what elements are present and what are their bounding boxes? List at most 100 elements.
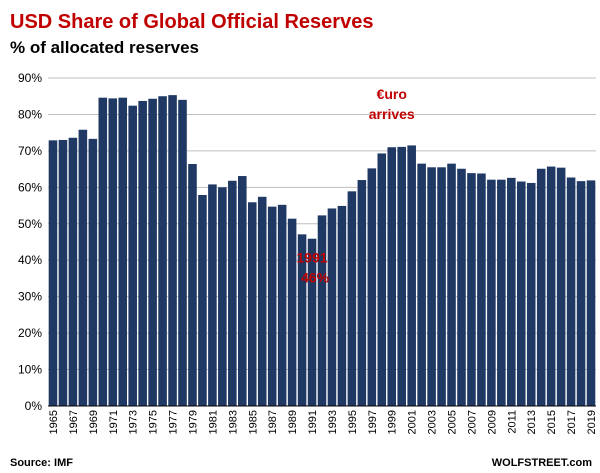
x-tick-label: 1975 [148, 410, 160, 434]
x-tick-label: 1977 [168, 410, 180, 434]
bar-1981 [208, 184, 217, 406]
bar-1972 [118, 97, 128, 407]
y-tick-label: 0% [25, 399, 43, 413]
bar-2013 [526, 182, 536, 406]
bar-2009 [487, 179, 496, 406]
x-tick-label: 2005 [447, 410, 459, 434]
y-tick-label: 70% [18, 144, 42, 158]
bar-2016 [556, 167, 566, 406]
bar-1999 [387, 147, 397, 406]
bar-1965 [48, 140, 58, 406]
x-tick-label: 1971 [108, 410, 120, 434]
bar-1996 [357, 180, 367, 406]
bar-2005 [447, 163, 456, 406]
y-tick-label: 50% [18, 217, 42, 231]
bar-1979 [188, 164, 197, 406]
bar-1969 [88, 138, 98, 406]
x-tick-label: 1981 [207, 410, 219, 434]
bar-2002 [417, 163, 426, 406]
y-tick-label: 20% [18, 326, 42, 340]
x-tick-label: 2013 [526, 410, 538, 434]
chart-title: USD Share of Global Official Reserves [10, 11, 373, 33]
brand-label: WOLFSTREET.com [492, 457, 592, 469]
bar-1992 [317, 215, 327, 406]
bar-1966 [58, 139, 68, 406]
bar-1994 [337, 205, 347, 406]
x-tick-label: 1965 [48, 410, 60, 434]
bar-2007 [467, 173, 476, 406]
source-label: Source: IMF [10, 457, 73, 469]
bar-2006 [457, 168, 466, 406]
x-tick-label: 1979 [187, 410, 199, 434]
x-tick-label: 2017 [566, 410, 578, 434]
bar-2012 [516, 181, 526, 406]
bar-1973 [128, 105, 137, 406]
x-tick-label: 1997 [367, 410, 379, 434]
bar-2018 [576, 181, 586, 406]
bar-1967 [68, 137, 78, 406]
bar-1998 [377, 153, 387, 406]
x-tick-label: 2007 [466, 410, 478, 434]
bar-1978 [178, 99, 187, 406]
bar-1975 [148, 98, 157, 407]
annotation-label: €uro [377, 86, 407, 102]
x-tick-label: 1989 [287, 410, 299, 434]
x-tick-label: 1967 [68, 410, 80, 434]
bar-2004 [437, 167, 446, 406]
y-tick-label: 30% [18, 290, 42, 304]
x-axis-ticks: 1965 1967 1969 1971 1973 1975 1977 1979 1981 1983… [48, 410, 598, 434]
y-tick-label: 80% [18, 107, 42, 121]
bar-2014 [536, 168, 546, 406]
bar-1983 [228, 180, 237, 406]
annotation-label: 1991 [296, 250, 327, 266]
x-tick-label: 1991 [307, 410, 319, 434]
bar-1987 [267, 206, 277, 406]
bar-2011 [507, 177, 516, 406]
x-tick-label: 1995 [347, 410, 359, 434]
bar-1980 [198, 194, 207, 406]
y-tick-label: 10% [18, 363, 42, 377]
bar-1989 [287, 218, 297, 406]
x-tick-label: 1985 [247, 410, 259, 434]
x-tick-label: 2003 [427, 410, 439, 434]
bar-2001 [407, 145, 416, 406]
bar-1991 [307, 238, 317, 406]
bar-1985 [247, 202, 257, 406]
bar-1988 [277, 204, 287, 406]
bar-1986 [257, 196, 267, 406]
x-tick-label: 1983 [227, 410, 239, 434]
bar-1997 [367, 168, 377, 406]
bar-1982 [218, 187, 227, 406]
y-tick-label: 40% [18, 253, 42, 267]
x-tick-label: 2015 [546, 410, 558, 434]
bar-1968 [78, 129, 88, 407]
bar-1984 [238, 176, 247, 406]
annotation-label: 46% [301, 270, 330, 286]
bar-1995 [347, 191, 357, 406]
bar-2008 [477, 173, 486, 406]
bar-2015 [546, 166, 556, 406]
bar-2003 [427, 167, 436, 406]
annotation-label: arrives [369, 106, 415, 122]
bar-1971 [108, 98, 118, 407]
bar-1993 [327, 208, 337, 406]
x-tick-label: 2011 [506, 410, 518, 434]
bar-1977 [168, 95, 177, 406]
bar-2010 [497, 179, 506, 406]
annotations: €uro arrives 1991 46% [296, 86, 414, 285]
bar-1970 [98, 97, 108, 407]
chart-subtitle: % of allocated reserves [10, 38, 199, 57]
y-axis-ticks: 0% 10% 20% 30% 40% 50% 60% 70% 80% 90% [18, 71, 42, 413]
bar-1974 [138, 100, 147, 407]
x-tick-label: 2019 [586, 410, 598, 434]
y-tick-label: 90% [18, 71, 42, 85]
x-tick-label: 1993 [327, 410, 339, 434]
x-tick-label: 2009 [486, 410, 498, 434]
bar-1990 [297, 234, 307, 406]
bar-2000 [397, 146, 406, 406]
y-tick-label: 60% [18, 180, 42, 194]
x-tick-label: 1999 [387, 410, 399, 434]
x-tick-label: 1973 [128, 410, 140, 434]
